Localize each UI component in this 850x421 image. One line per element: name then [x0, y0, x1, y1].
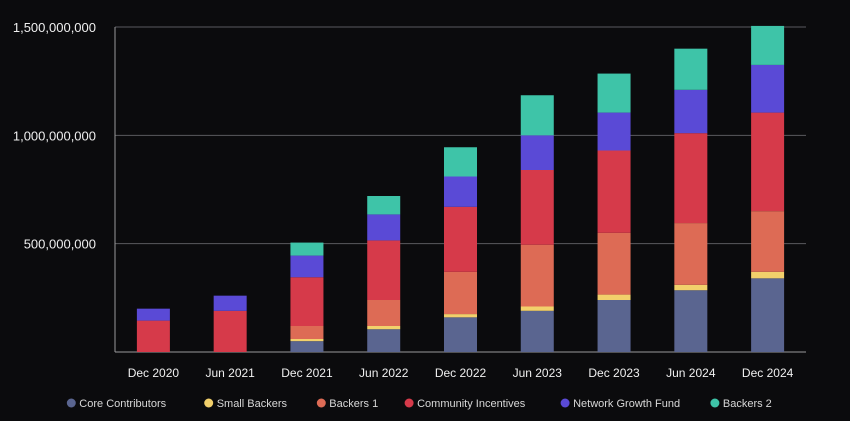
bar-segment: [597, 300, 631, 352]
bar-segment: [290, 255, 324, 278]
x-tick-label: Dec 2023: [588, 366, 640, 380]
bar-segment: [520, 95, 554, 136]
bar-segment: [290, 242, 324, 256]
bar-segment: [597, 150, 631, 233]
bar-segment: [597, 73, 631, 113]
y-tick-label: 500,000,000: [24, 237, 96, 252]
legend-label: Core Contributors: [79, 398, 166, 410]
bar-segment: [367, 196, 401, 215]
bar-segment: [367, 300, 401, 326]
bar-segment: [751, 271, 785, 279]
bar-segment: [597, 232, 631, 295]
legend-marker: [316, 398, 326, 408]
legend-marker: [66, 398, 76, 408]
bar-segment: [367, 240, 401, 300]
x-tick-label: Jun 2023: [513, 366, 563, 380]
bar-segment: [520, 306, 554, 311]
bar-segment: [520, 310, 554, 352]
legend-label: Network Growth Fund: [573, 398, 680, 410]
bar-segment: [674, 223, 708, 285]
bar-segment: [674, 290, 708, 352]
y-tick-label: 1,500,000,000: [13, 20, 96, 35]
x-tick-label: Dec 2021: [281, 366, 333, 380]
bar-segment: [290, 277, 324, 326]
bar-segment: [444, 206, 477, 272]
x-tick-label: Jun 2024: [666, 366, 716, 380]
bar-segment: [520, 244, 554, 307]
bar-segment: [751, 278, 785, 352]
bar-segment: [213, 295, 247, 311]
bar-segment: [367, 329, 401, 352]
bar-segment: [520, 135, 554, 170]
bar-segment: [751, 112, 785, 212]
bar-segment: [367, 214, 401, 241]
bar-segment: [290, 339, 324, 342]
bar-segment: [444, 176, 477, 207]
legend-marker: [204, 398, 214, 408]
x-tick-label: Dec 2022: [435, 366, 487, 380]
bar-segment: [674, 89, 708, 134]
bar-segment: [444, 317, 477, 352]
bar-segment: [520, 170, 554, 245]
legend-marker: [560, 398, 570, 408]
bar-segment: [751, 25, 785, 65]
legend-label: Backers 1: [329, 398, 378, 410]
legend-label: Small Backers: [217, 398, 288, 410]
legend-label: Backers 2: [723, 398, 772, 410]
x-tick-label: Dec 2020: [128, 366, 180, 380]
legend-label: Community Incentives: [417, 398, 526, 410]
bar-segment: [136, 320, 170, 352]
bar-segment: [751, 64, 785, 113]
legend-marker: [404, 398, 414, 408]
x-tick-label: Jun 2022: [359, 366, 409, 380]
x-tick-label: Jun 2021: [205, 366, 255, 380]
x-tick-label: Dec 2024: [742, 366, 794, 380]
bar-segment: [444, 147, 477, 177]
bar-segment: [213, 310, 247, 352]
bar-segment: [674, 48, 708, 90]
bar-segment: [674, 284, 708, 291]
bar-segment: [290, 341, 324, 352]
bar-segment: [674, 133, 708, 224]
bar-segment: [444, 271, 477, 315]
bar-segment: [444, 314, 477, 318]
bar-segment: [136, 308, 170, 321]
bar-segment: [597, 294, 631, 300]
bar-segment: [751, 211, 785, 272]
bar-segment: [367, 326, 401, 330]
y-tick-label: 1,000,000,000: [13, 128, 96, 143]
bar-segment: [290, 326, 324, 339]
bar-segment: [597, 112, 631, 151]
legend-marker: [710, 398, 720, 408]
